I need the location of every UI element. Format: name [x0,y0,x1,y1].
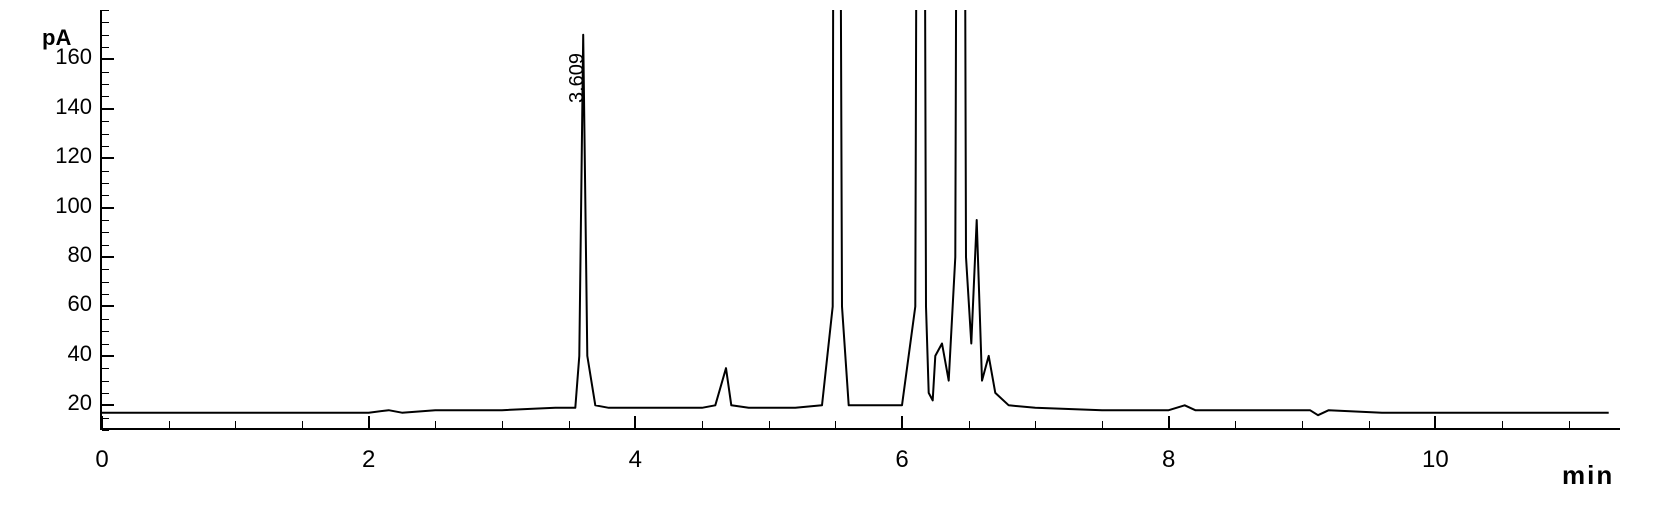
y-minor-tick [102,430,109,431]
y-tick-label: 40 [68,341,92,367]
y-tick-label: 20 [68,390,92,416]
chromatogram-chart: 204060801001201401600246810pAmin3.609 [0,0,1664,517]
y-tick-label: 140 [55,94,92,120]
x-tick-label: 6 [895,446,908,474]
y-tick-label: 80 [68,242,92,268]
peak-label: 3.609 [566,53,589,103]
series-signal [102,0,1609,415]
x-tick-label: 10 [1422,446,1449,474]
x-tick-label: 4 [629,446,642,474]
x-tick-label: 2 [362,446,375,474]
y-tick-label: 120 [55,143,92,169]
x-axis-label: min [1562,460,1614,491]
x-tick-label: 0 [95,446,108,474]
plot-area: 204060801001201401600246810pAmin3.609 [100,10,1620,430]
signal-trace [102,10,1622,430]
x-tick-label: 8 [1162,446,1175,474]
y-tick-label: 60 [68,291,92,317]
y-tick-label: 100 [55,193,92,219]
y-axis-label: pA [42,25,71,51]
